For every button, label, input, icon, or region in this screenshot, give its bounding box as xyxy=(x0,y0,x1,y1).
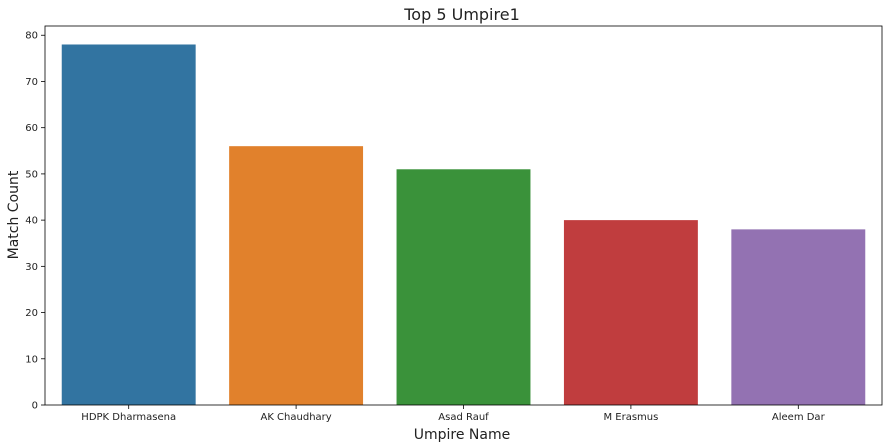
y-tick-label: 20 xyxy=(25,308,38,319)
bar xyxy=(229,146,364,406)
y-tick-label: 60 xyxy=(25,123,38,134)
x-axis-label: Umpire Name xyxy=(414,427,510,443)
x-tick-label: HDPK Dharmasena xyxy=(81,412,176,423)
bar xyxy=(563,220,698,405)
chart-title: Top 5 Umpire1 xyxy=(403,5,520,24)
y-tick-label: 70 xyxy=(25,77,38,88)
y-tick-label: 50 xyxy=(25,169,38,180)
y-axis-label: Match Count xyxy=(6,170,22,259)
y-tick-label: 0 xyxy=(32,401,38,412)
bar xyxy=(396,169,531,405)
y-tick-label: 30 xyxy=(25,262,38,273)
x-tick-label: Asad Rauf xyxy=(438,412,489,423)
y-tick-label: 10 xyxy=(25,354,38,365)
y-tick-label: 80 xyxy=(25,31,38,42)
y-tick-label: 40 xyxy=(25,216,38,227)
x-tick-label: Aleem Dar xyxy=(772,412,826,423)
bar xyxy=(731,229,866,405)
plot-frame xyxy=(44,25,883,406)
bar xyxy=(61,44,196,406)
y-axis-ticks: 0 10 20 30 40 50 60 70 80 xyxy=(25,31,45,412)
x-tick-label: M Erasmus xyxy=(603,412,658,423)
bars xyxy=(61,44,866,406)
x-tick-label: AK Chaudhary xyxy=(260,412,331,423)
x-axis-ticks: HDPK Dharmasena AK Chaudhary Asad Rauf M Er… xyxy=(81,405,826,423)
